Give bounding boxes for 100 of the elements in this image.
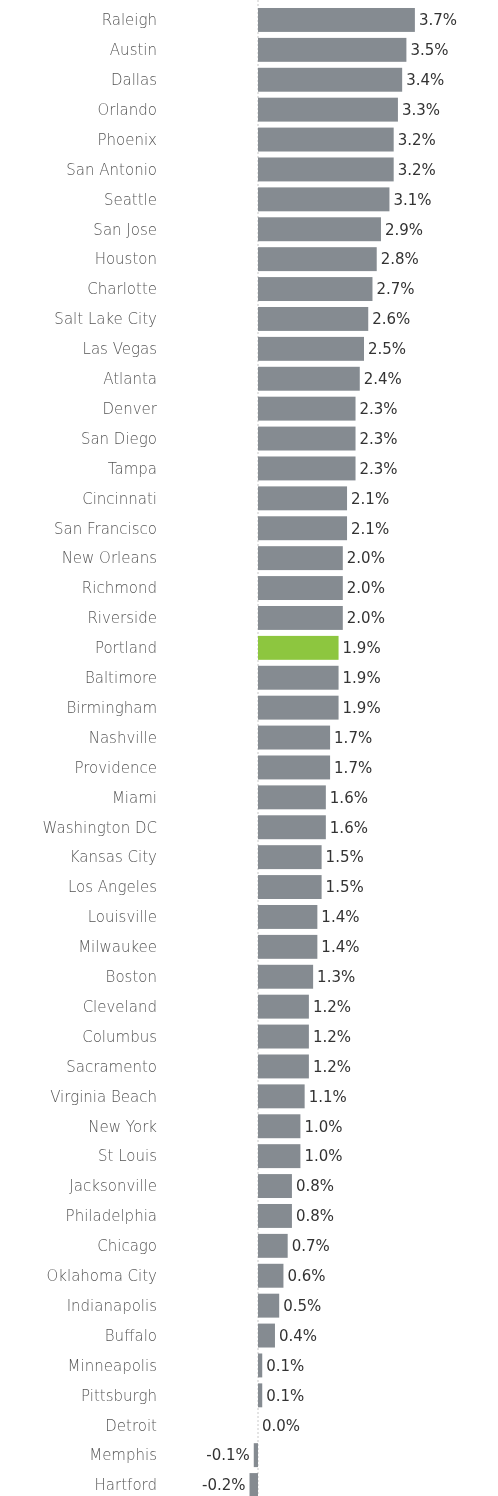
y-tick-label: Birmingham (66, 698, 157, 717)
bar (258, 755, 331, 780)
data-label: 3.5% (410, 41, 449, 60)
bar (258, 695, 339, 720)
data-label: 1.2% (312, 997, 351, 1016)
bar (258, 934, 318, 959)
bar (258, 516, 348, 541)
y-tick-label: Columbus (82, 1027, 157, 1046)
bar (258, 635, 339, 660)
y-tick-label: Philadelphia (65, 1207, 157, 1226)
y-tick-label: Jacksonville (69, 1177, 157, 1196)
y-tick-label: Riverside (87, 609, 157, 628)
data-label: 1.2% (312, 1057, 351, 1076)
data-label: 1.5% (325, 848, 364, 867)
data-label: 2.3% (359, 429, 398, 448)
y-tick-label: Seattle (103, 190, 157, 209)
bar (258, 605, 343, 630)
data-label: 3.7% (418, 11, 457, 30)
bar (258, 994, 309, 1019)
data-label: -0.1% (206, 1446, 250, 1465)
data-label: 2.5% (368, 340, 407, 359)
data-label: 0.8% (295, 1177, 335, 1196)
bar (258, 157, 394, 182)
bar (258, 1203, 292, 1228)
data-label: 2.3% (359, 399, 398, 418)
y-tick-label: Los Angeles (67, 878, 157, 897)
bar (258, 247, 377, 272)
bar (258, 1383, 263, 1408)
bar (258, 336, 364, 361)
y-tick-label: Minneapolis (67, 1356, 157, 1375)
y-tick-label: Austin (109, 41, 157, 60)
y-tick-label: Pittsburgh (81, 1386, 157, 1405)
bar (258, 127, 394, 152)
y-tick-label: Cincinnati (82, 489, 157, 508)
bar (258, 665, 339, 690)
data-label: 1.9% (342, 698, 381, 717)
bar (258, 456, 356, 481)
data-label: 1.9% (342, 669, 381, 687)
data-label: 0.1% (266, 1386, 305, 1405)
data-label: 2.3% (359, 459, 398, 478)
data-label: 2.4% (363, 370, 402, 388)
bar (258, 904, 318, 929)
data-label: 2.6% (372, 310, 411, 329)
y-tick-label: Portland (94, 639, 157, 658)
y-tick-label: Richmond (81, 579, 157, 598)
y-tick-label: Orlando (97, 100, 157, 119)
bar (258, 1293, 280, 1318)
data-label: 1.3% (317, 968, 356, 986)
y-tick-label: Dallas (110, 71, 157, 89)
bar (258, 964, 314, 989)
y-tick-label: San Francisco (53, 519, 157, 538)
data-label: 1.6% (329, 788, 368, 807)
bar (258, 1024, 309, 1049)
y-tick-label: San Diego (80, 429, 157, 448)
y-tick-label: Phoenix (97, 130, 158, 149)
bar (258, 396, 356, 421)
data-label: 1.0% (304, 1117, 343, 1136)
bar (249, 1473, 258, 1496)
bar (258, 7, 415, 32)
bar (258, 67, 403, 92)
bar (258, 217, 381, 242)
bar (258, 1114, 301, 1139)
y-tick-label: Memphis (89, 1446, 157, 1465)
y-tick-label: Virginia Beach (50, 1087, 157, 1106)
data-label: 1.4% (321, 908, 360, 927)
y-tick-label: Miami (111, 788, 157, 807)
y-tick-label: Washington DC (42, 818, 157, 837)
bar (258, 875, 322, 900)
bar (258, 366, 360, 391)
bar (258, 37, 407, 62)
data-label: -0.2% (201, 1476, 246, 1495)
bar (258, 1054, 309, 1079)
data-label: 1.0% (304, 1147, 343, 1166)
data-label: 1.7% (334, 728, 373, 747)
y-tick-label: Denver (102, 399, 158, 418)
y-tick-label: Tampa (107, 459, 157, 478)
y-tick-label: St Louis (98, 1147, 157, 1166)
y-tick-label: Louisville (87, 908, 157, 927)
bar (258, 815, 326, 840)
y-tick-label: Salt Lake City (54, 310, 158, 329)
bar (258, 1084, 305, 1109)
y-tick-label: Cleveland (82, 997, 157, 1016)
data-label: 0.7% (291, 1237, 330, 1256)
data-label: 1.9% (342, 639, 381, 658)
y-tick-label: Detroit (105, 1416, 158, 1435)
y-tick-label: Buffalo (104, 1326, 157, 1345)
bar (258, 1263, 284, 1288)
data-label: 3.2% (397, 130, 436, 149)
data-label: 0.1% (266, 1356, 305, 1375)
y-tick-label: Las Vegas (82, 340, 157, 359)
data-label: 2.1% (351, 489, 390, 508)
y-tick-label: Providence (74, 758, 157, 777)
bar (258, 845, 322, 870)
y-tick-label: Oklahoma City (46, 1267, 158, 1285)
y-tick-label: Kansas City (69, 848, 158, 867)
y-tick-label: Nashville (88, 728, 157, 747)
y-tick-label: Boston (105, 968, 157, 986)
bar (258, 546, 343, 571)
y-tick-label: Chicago (97, 1237, 157, 1256)
data-label: 3.1% (393, 190, 432, 209)
